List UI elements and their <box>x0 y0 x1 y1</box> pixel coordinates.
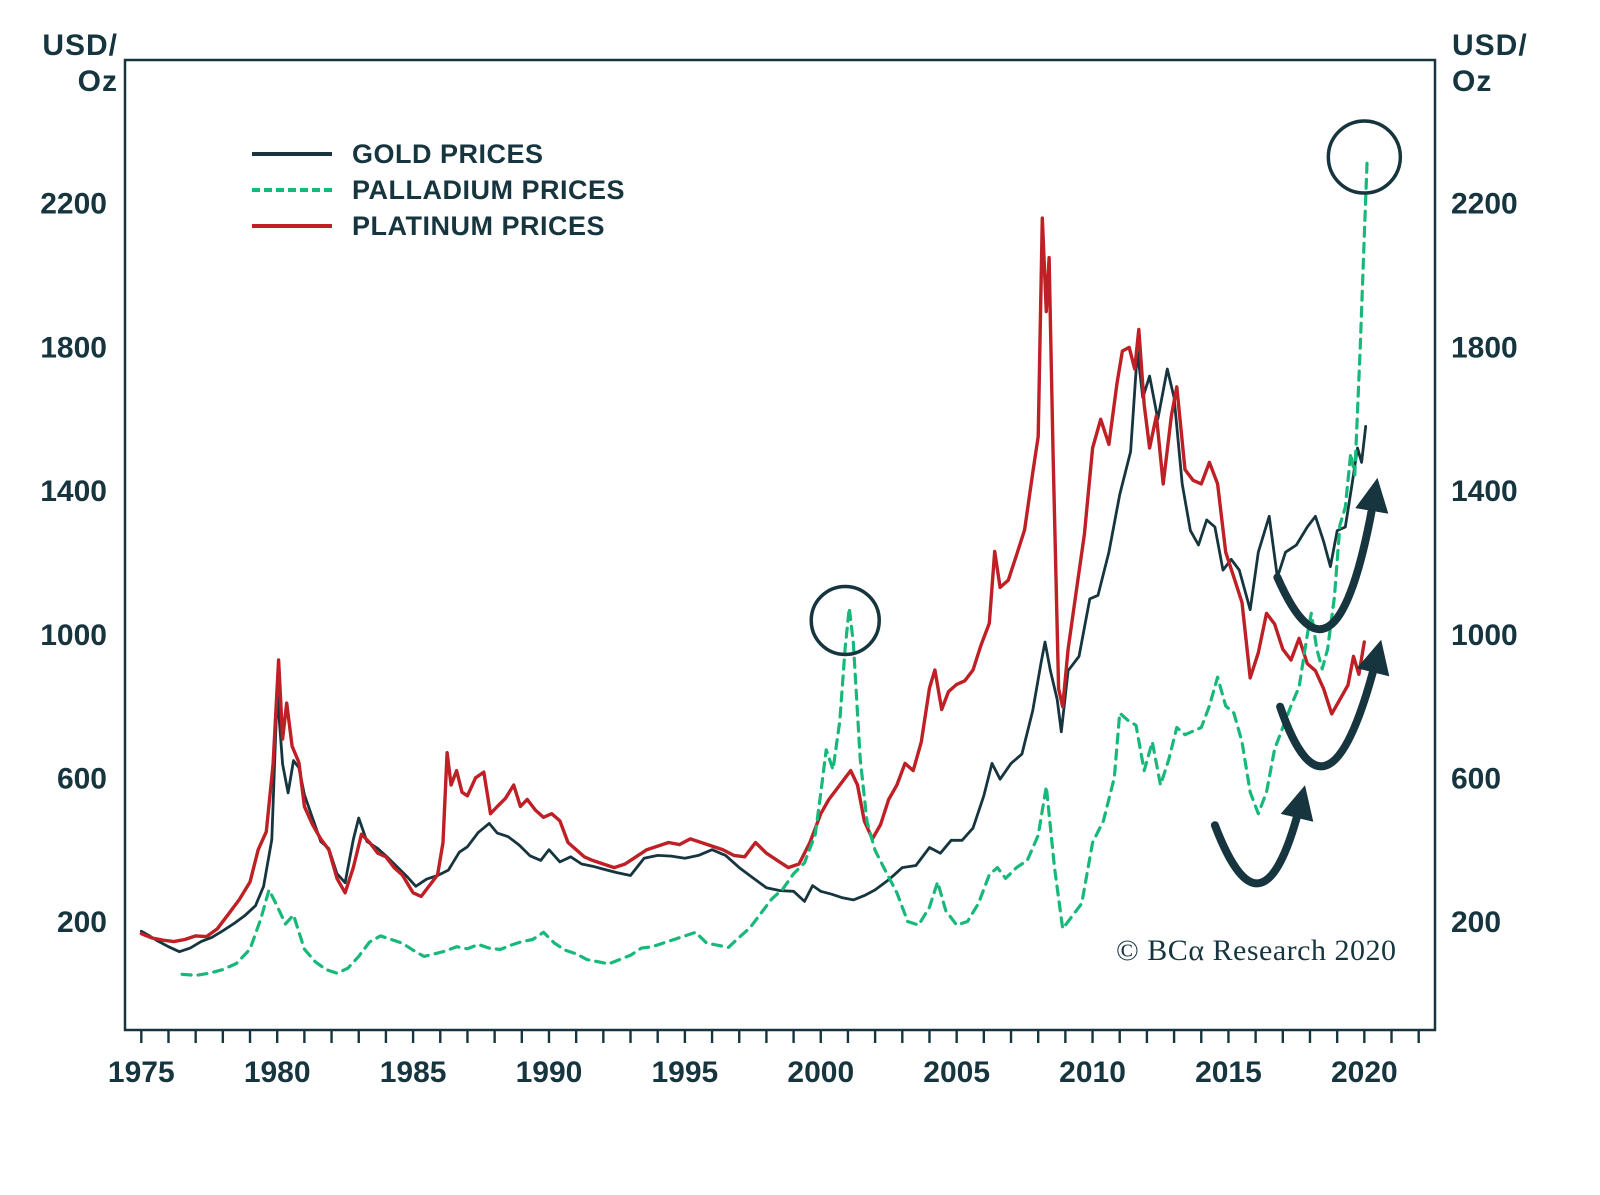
y-tick-label-left: 200 <box>57 906 107 939</box>
x-tick-label: 2020 <box>1331 1056 1398 1089</box>
legend-label-gold: GOLD PRICES <box>352 138 544 169</box>
unit-line1: USD/ <box>42 29 118 62</box>
y-axis-unit-left: USD/ Oz <box>26 28 118 100</box>
y-tick-label-right: 1800 <box>1451 331 1518 364</box>
trend-arrow-platinum-upturn <box>1210 785 1314 888</box>
y-tick-label-left: 600 <box>57 763 107 796</box>
x-tick-label: 2000 <box>787 1056 854 1089</box>
y-tick-label-right: 600 <box>1451 763 1501 796</box>
annotation-circle-palladium-2001-peak <box>809 584 881 657</box>
legend: GOLD PRICES PALLADIUM PRICES PLATINUM PR… <box>252 136 625 244</box>
x-tick-label: 1995 <box>652 1056 719 1089</box>
x-tick-label: 2015 <box>1195 1056 1262 1089</box>
y-tick-label-right: 1400 <box>1451 475 1518 508</box>
x-tick-label: 1990 <box>516 1056 583 1089</box>
palladium-prices-line <box>180 159 1369 977</box>
gold-line-swatch <box>252 152 332 156</box>
y-tick-label-right: 2200 <box>1451 188 1518 221</box>
legend-label-platinum: PLATINUM PRICES <box>352 210 606 241</box>
annotation-circle-palladium-2020-peak <box>1326 119 1403 195</box>
legend-label-palladium: PALLADIUM PRICES <box>352 174 626 205</box>
y-axis-unit-right: USD/ Oz <box>1452 28 1544 100</box>
trend-arrow-palladium-upturn <box>1276 639 1390 771</box>
x-tick-label: 2005 <box>923 1056 990 1089</box>
x-tick-label: 1985 <box>380 1056 447 1089</box>
y-tick-label-right: 200 <box>1451 906 1501 939</box>
legend-item-platinum: PLATINUM PRICES <box>252 208 625 244</box>
platinum-prices-line <box>139 216 1366 944</box>
y-tick-label-left: 1800 <box>40 331 107 364</box>
trend-arrow-gold-upturn <box>1273 477 1389 634</box>
legend-item-palladium: PALLADIUM PRICES <box>252 172 625 208</box>
copyright-watermark: © BCα Research 2020 <box>1116 934 1397 967</box>
unit-line1: USD/ <box>1452 29 1528 62</box>
y-tick-label-right: 1000 <box>1451 619 1518 652</box>
y-tick-label-left: 1400 <box>40 475 107 508</box>
plot-frame <box>123 58 1437 1032</box>
unit-line2: Oz <box>77 65 118 98</box>
legend-item-gold: GOLD PRICES <box>252 136 625 172</box>
unit-line2: Oz <box>1452 65 1493 98</box>
x-tick-label: 2010 <box>1059 1056 1126 1089</box>
x-tick-label: 1980 <box>244 1056 311 1089</box>
y-tick-label-left: 2200 <box>40 188 107 221</box>
y-tick-label-left: 1000 <box>40 619 107 652</box>
x-tick-label: 1975 <box>108 1056 175 1089</box>
palladium-line-swatch <box>252 188 332 192</box>
platinum-line-swatch <box>252 224 332 228</box>
